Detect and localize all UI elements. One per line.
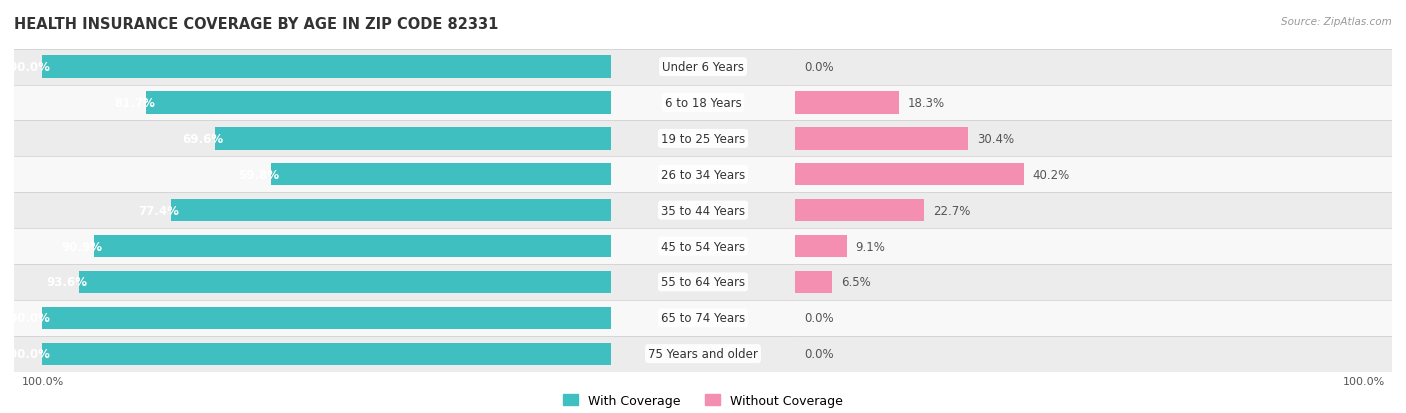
Text: 81.7%: 81.7%: [114, 97, 155, 110]
Text: 0.0%: 0.0%: [804, 311, 834, 325]
Text: HEALTH INSURANCE COVERAGE BY AGE IN ZIP CODE 82331: HEALTH INSURANCE COVERAGE BY AGE IN ZIP …: [14, 17, 499, 31]
Bar: [14, 228, 610, 264]
Bar: [42, 343, 610, 365]
Text: 77.4%: 77.4%: [139, 204, 180, 217]
Bar: [79, 271, 610, 293]
Bar: [610, 157, 796, 193]
Text: 59.8%: 59.8%: [238, 169, 280, 181]
Bar: [796, 271, 832, 293]
Text: 18.3%: 18.3%: [908, 97, 945, 110]
Text: 69.6%: 69.6%: [183, 133, 224, 145]
Text: Under 6 Years: Under 6 Years: [662, 61, 744, 74]
Text: 26 to 34 Years: 26 to 34 Years: [661, 169, 745, 181]
Bar: [610, 300, 796, 336]
Bar: [14, 50, 610, 85]
Text: 6 to 18 Years: 6 to 18 Years: [665, 97, 741, 110]
Text: 22.7%: 22.7%: [934, 204, 970, 217]
Text: 40.2%: 40.2%: [1032, 169, 1070, 181]
Text: Source: ZipAtlas.com: Source: ZipAtlas.com: [1281, 17, 1392, 26]
Bar: [42, 56, 610, 78]
Text: 100.0%: 100.0%: [3, 347, 51, 360]
Bar: [796, 300, 1392, 336]
Bar: [610, 336, 796, 372]
Bar: [146, 92, 610, 114]
Text: 30.4%: 30.4%: [977, 133, 1014, 145]
Bar: [42, 307, 610, 329]
Text: 0.0%: 0.0%: [804, 61, 834, 74]
Text: 35 to 44 Years: 35 to 44 Years: [661, 204, 745, 217]
Bar: [14, 264, 610, 300]
Text: 75 Years and older: 75 Years and older: [648, 347, 758, 360]
Bar: [94, 235, 610, 258]
Text: 55 to 64 Years: 55 to 64 Years: [661, 276, 745, 289]
Bar: [14, 121, 610, 157]
Text: 0.0%: 0.0%: [804, 347, 834, 360]
Bar: [796, 199, 924, 222]
Bar: [610, 193, 796, 228]
Text: 65 to 74 Years: 65 to 74 Years: [661, 311, 745, 325]
Bar: [610, 228, 796, 264]
Bar: [796, 164, 1024, 186]
Bar: [14, 157, 610, 193]
Bar: [796, 85, 1392, 121]
Bar: [610, 121, 796, 157]
Text: 6.5%: 6.5%: [841, 276, 870, 289]
Bar: [796, 128, 969, 150]
Bar: [796, 121, 1392, 157]
Bar: [796, 264, 1392, 300]
Bar: [610, 50, 796, 85]
Bar: [271, 164, 610, 186]
Bar: [14, 193, 610, 228]
Text: 93.6%: 93.6%: [46, 276, 87, 289]
Bar: [796, 92, 900, 114]
Bar: [796, 50, 1392, 85]
Bar: [215, 128, 610, 150]
Text: 9.1%: 9.1%: [856, 240, 886, 253]
Text: 100.0%: 100.0%: [3, 311, 51, 325]
Bar: [14, 336, 610, 372]
Bar: [14, 300, 610, 336]
Text: 19 to 25 Years: 19 to 25 Years: [661, 133, 745, 145]
Bar: [610, 264, 796, 300]
Bar: [14, 85, 610, 121]
Bar: [796, 157, 1392, 193]
Bar: [796, 235, 848, 258]
Text: 100.0%: 100.0%: [3, 61, 51, 74]
Text: 45 to 54 Years: 45 to 54 Years: [661, 240, 745, 253]
Bar: [796, 336, 1392, 372]
Bar: [796, 228, 1392, 264]
Text: 90.9%: 90.9%: [62, 240, 103, 253]
Legend: With Coverage, Without Coverage: With Coverage, Without Coverage: [562, 394, 844, 407]
Bar: [796, 193, 1392, 228]
Bar: [172, 199, 610, 222]
Bar: [610, 85, 796, 121]
